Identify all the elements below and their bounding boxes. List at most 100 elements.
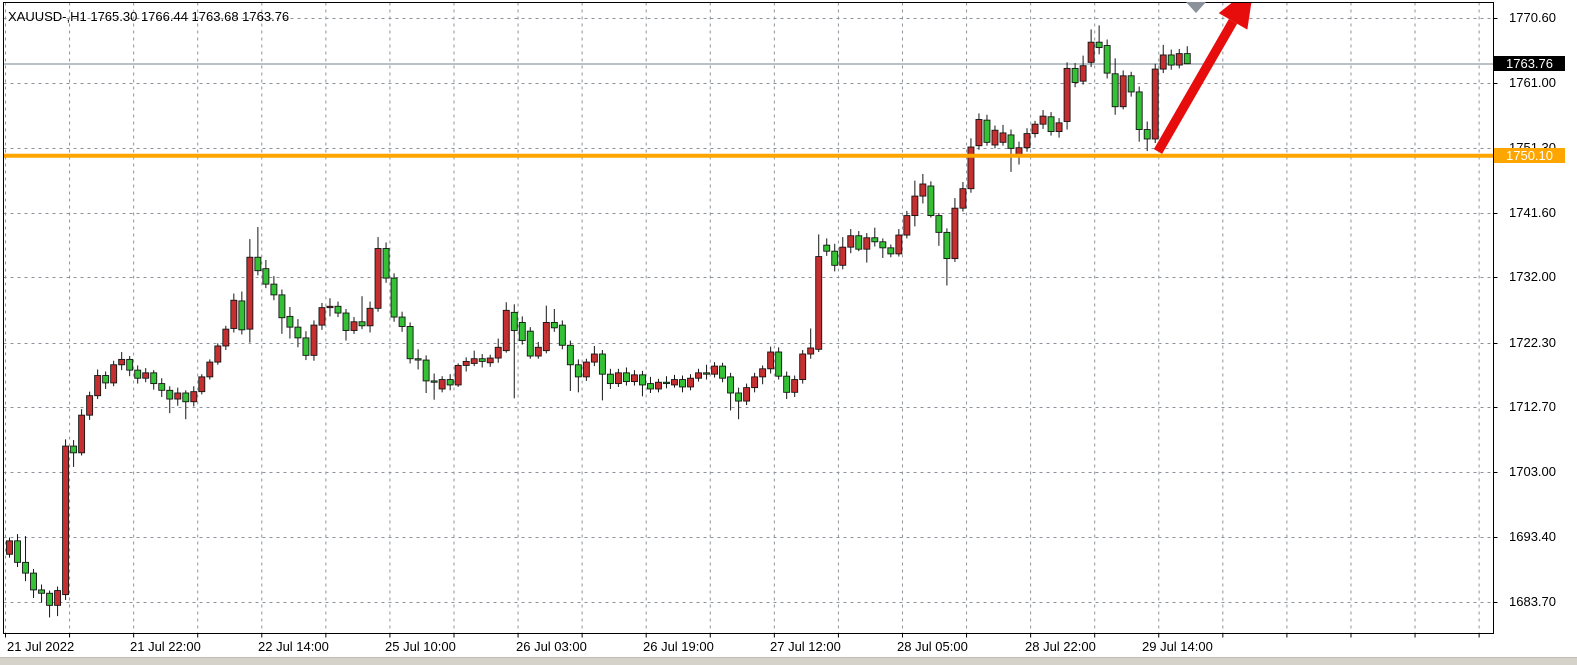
candle-down (1071, 67, 1079, 83)
candle-down (735, 392, 743, 402)
candle-up (839, 246, 847, 266)
candle-down (1103, 45, 1111, 74)
candle-up (310, 324, 318, 356)
candle-down (558, 324, 566, 346)
candle-up (1119, 75, 1127, 108)
candle-up (438, 379, 446, 390)
candle-down (182, 392, 190, 403)
candle-up (895, 234, 903, 255)
candle-up (86, 395, 94, 416)
arrow-shaft (1153, 19, 1238, 154)
candle-down (1135, 91, 1143, 131)
candle-up (494, 346, 502, 359)
chart-shift-marker-icon[interactable] (1186, 2, 1206, 13)
candle-up (743, 387, 751, 402)
price-axis-label: 1693.40 (1509, 528, 1556, 544)
candle-up (454, 364, 462, 386)
candle-down (1047, 116, 1055, 133)
chart-title: XAUUSD-,H1 1765.30 1766.44 1763.68 1763.… (8, 9, 290, 24)
candle-up (6, 540, 13, 555)
candle-down (430, 380, 438, 383)
trend-arrow[interactable] (1153, 0, 1254, 154)
candle-up (1151, 68, 1159, 140)
candle-down (1127, 75, 1135, 93)
candle-down (38, 589, 45, 594)
candle-up (542, 321, 550, 352)
candle-down (294, 326, 302, 339)
candle-up (142, 372, 150, 379)
candle-up (366, 307, 374, 327)
candle-up (975, 119, 983, 147)
plot-border (3, 2, 1494, 634)
window-bottom-strip (0, 657, 1577, 665)
candle-down (262, 268, 270, 285)
candle-down (134, 369, 142, 379)
candle-down (22, 561, 29, 574)
candle-up (62, 445, 70, 596)
candle-up (486, 357, 494, 364)
candle-up (999, 132, 1007, 143)
time-axis-label: 21 Jul 22:00 (130, 639, 201, 654)
candle-up (791, 379, 799, 393)
candle-down (406, 326, 414, 360)
price-axis-label: 1703.00 (1509, 464, 1556, 480)
candle-up (54, 590, 62, 606)
candle-up (1159, 54, 1167, 70)
time-axis-label: 28 Jul 22:00 (1025, 639, 1096, 654)
candle-down (943, 231, 951, 260)
candle-down (927, 185, 935, 217)
price-axis-label: 1683.70 (1509, 594, 1556, 609)
candle-down (30, 572, 37, 591)
candle-up (967, 146, 975, 190)
candle-up (807, 347, 815, 355)
candle-up (246, 256, 254, 330)
candle-down (823, 244, 831, 252)
candle-down (647, 383, 654, 390)
candle-up (863, 237, 871, 250)
candle-down (622, 372, 630, 383)
price-axis-label: 1732.00 (1509, 269, 1556, 285)
candle-down (831, 250, 839, 266)
current-price-badge: 1763.76 (1494, 56, 1565, 72)
candle-down (598, 353, 606, 375)
candle-up (759, 368, 767, 378)
candle-up (462, 360, 470, 366)
candle-down (238, 300, 246, 331)
candle-up (78, 414, 86, 454)
candle-up (951, 207, 959, 260)
candle-down (550, 321, 558, 329)
candle-down (278, 294, 286, 319)
time-axis-label: 22 Jul 14:00 (258, 639, 329, 654)
candle-down (679, 379, 686, 388)
candle-down (526, 330, 534, 357)
candle-down (398, 316, 406, 327)
candle-down (727, 376, 735, 394)
candle-up (94, 375, 102, 397)
candle-down (414, 358, 422, 361)
time-axis-label: 27 Jul 12:00 (770, 639, 841, 654)
candle-down (1007, 134, 1015, 149)
candle-down (422, 359, 430, 382)
candle-down (983, 119, 991, 143)
candle-down (150, 372, 158, 385)
candle-down (1167, 54, 1175, 66)
candle-up (903, 215, 911, 236)
candle-down (510, 311, 518, 331)
candle-up (190, 391, 198, 403)
candle-down (1095, 41, 1103, 49)
candle-up (374, 248, 382, 309)
time-axis-label: 29 Jul 14:00 (1142, 639, 1213, 654)
candle-up (1031, 123, 1039, 135)
candle-down (102, 375, 110, 384)
candle-up (1063, 67, 1071, 122)
grid (3, 2, 1498, 638)
candle-down (879, 241, 887, 249)
candle-down (574, 364, 582, 378)
candle-up (919, 183, 927, 197)
candle-down (663, 381, 670, 385)
candle-up (198, 376, 206, 393)
candle-down (270, 283, 278, 296)
candle-down (703, 372, 710, 375)
